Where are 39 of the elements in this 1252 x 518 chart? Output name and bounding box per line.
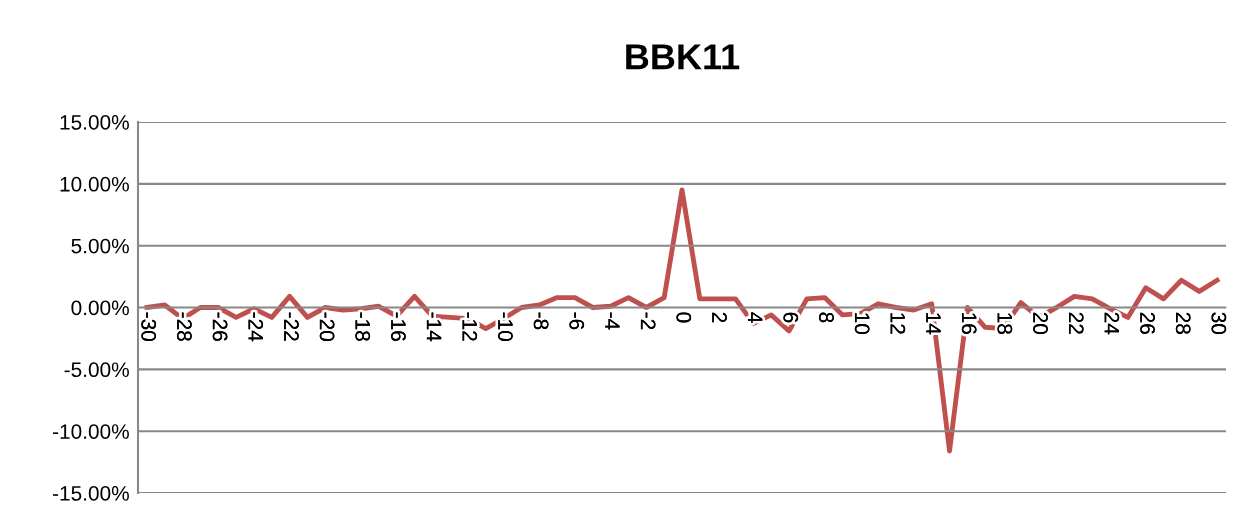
- x-tick-label: -12: [462, 312, 478, 341]
- x-tick-label: 14: [926, 313, 941, 335]
- x-tick-label: 24: [1104, 312, 1120, 335]
- x-tick-label: 4: [747, 312, 763, 323]
- x-tick-label: 30: [1211, 312, 1227, 335]
- x-tick-label: -24: [248, 312, 264, 342]
- x-tick-label: -14: [426, 312, 442, 342]
- x-tick-label: -20: [319, 312, 335, 341]
- x-tick-label: 18: [997, 313, 1013, 334]
- x-tick-label: -6: [569, 312, 585, 330]
- y-tick-label: 15.00%: [60, 115, 129, 130]
- y-tick-label: -10.00%: [53, 424, 129, 439]
- x-tick-label: -4: [605, 312, 620, 330]
- x-tick-label: 8: [819, 312, 834, 323]
- x-tick-label: -10: [498, 312, 513, 341]
- x-tick-label: -8: [533, 312, 549, 330]
- x-tick-label: 20: [1033, 312, 1048, 335]
- x-tick-label: 6: [783, 312, 799, 323]
- x-tick-label: 28: [1175, 312, 1191, 334]
- x-tick-label: -2: [640, 312, 656, 330]
- x-tick-label: -26: [212, 312, 228, 341]
- y-tick-label: -15.00%: [53, 486, 129, 501]
- x-tick-label: 22: [1069, 312, 1084, 334]
- x-tick-label: 0: [676, 312, 692, 323]
- chart-title: BBK11: [626, 44, 740, 70]
- x-tick-label: -28: [177, 312, 192, 341]
- y-tick-label: 0.00%: [71, 300, 129, 316]
- x-tick-label: 12: [890, 313, 906, 334]
- y-tick-label: -5.00%: [64, 362, 129, 378]
- x-tick-label: 26: [1140, 312, 1155, 334]
- x-tick-label: -16: [391, 312, 406, 341]
- x-tick-label: -18: [355, 312, 371, 341]
- x-tick-label: 2: [712, 312, 727, 323]
- x-tick-label: 10: [854, 313, 870, 335]
- x-tick-label: -30: [141, 312, 157, 341]
- y-tick-label: 10.00%: [60, 176, 129, 192]
- x-tick-label: -22: [284, 312, 299, 341]
- y-tick-label: 5.00%: [71, 238, 129, 254]
- x-tick-label: 16: [961, 313, 977, 334]
